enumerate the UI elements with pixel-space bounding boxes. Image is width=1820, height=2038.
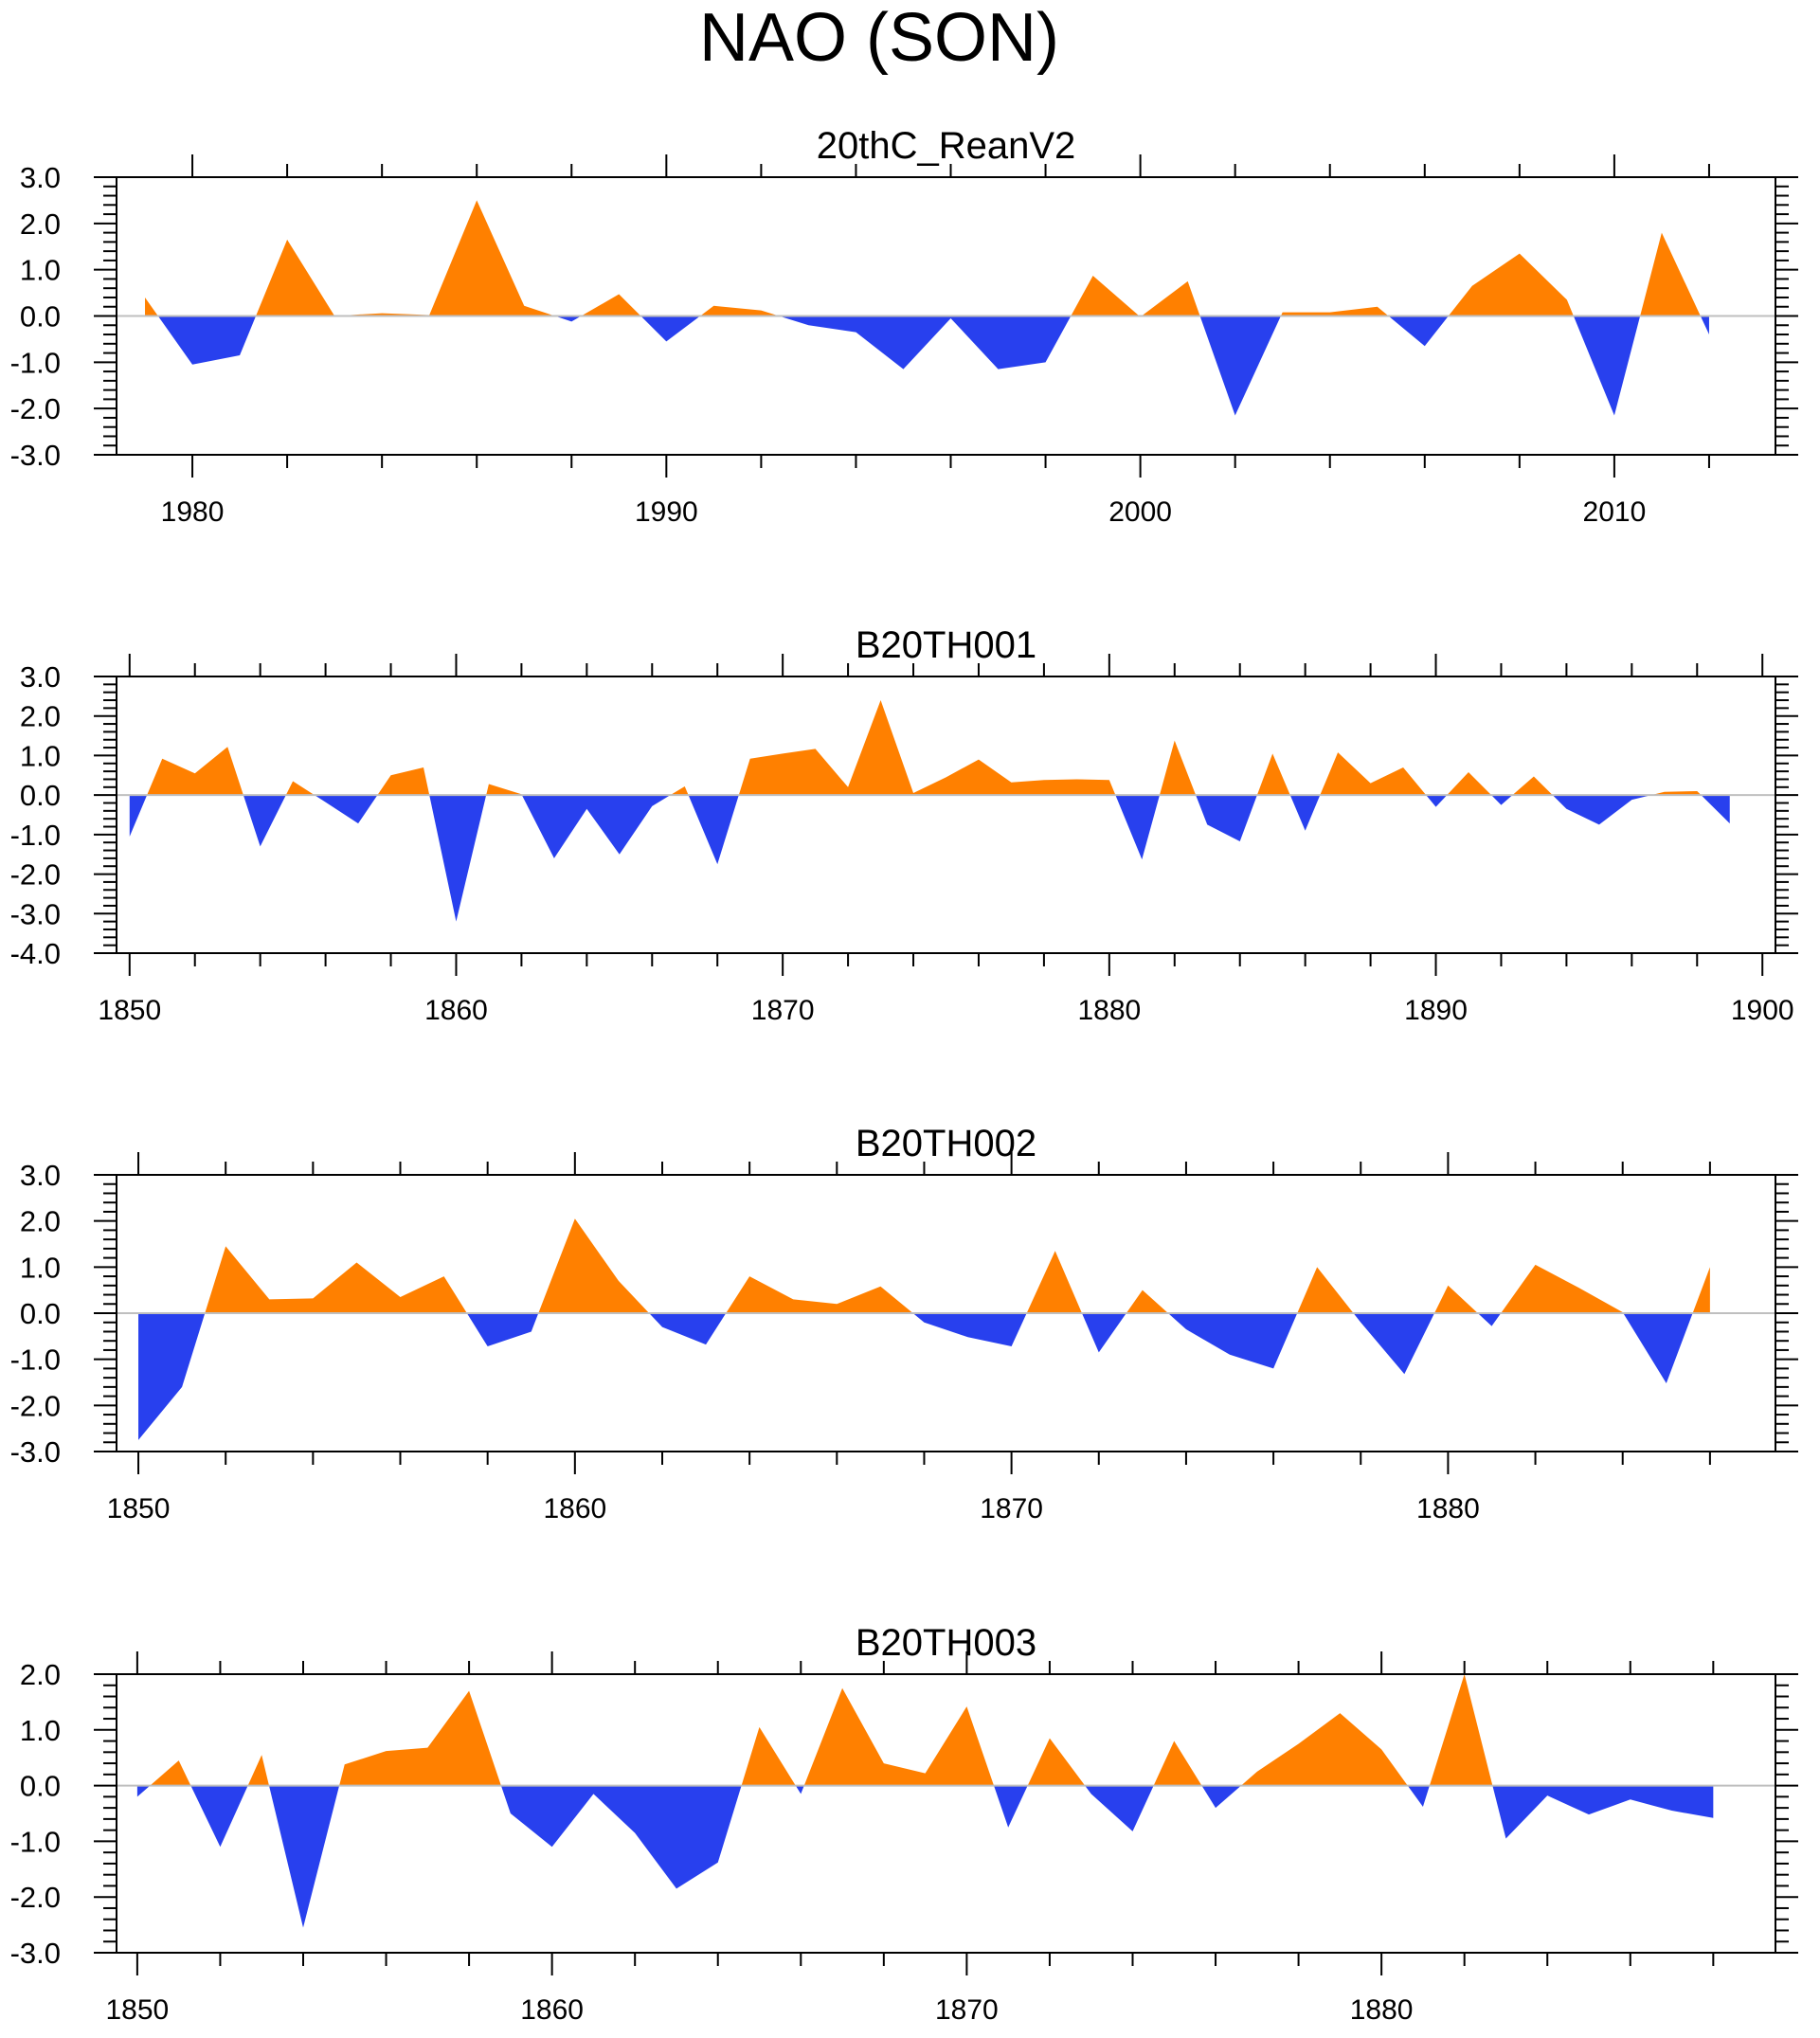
x-tick-label: 1870 — [751, 995, 815, 1026]
y-tick-label: 0.0 — [20, 1770, 61, 1803]
chart-panel-2: B20TH001 1850 1860 1870 1880 1890 1900 3.0 2.0 1.… — [10, 624, 1798, 1026]
negative-anomaly-area — [145, 316, 1709, 416]
y-tick-label: 3.0 — [20, 1159, 61, 1192]
x-tick-label: 1880 — [1077, 995, 1141, 1026]
y-tick-label: -1.0 — [10, 819, 61, 852]
y-tick-label: 0.0 — [20, 779, 61, 812]
y-tick-label: 1.0 — [20, 739, 61, 772]
x-tick-label: 1900 — [1731, 995, 1794, 1026]
x-tick-label: 1860 — [424, 995, 488, 1026]
y-tick-label: 0.0 — [20, 1297, 61, 1330]
y-tick-label: -3.0 — [10, 1435, 61, 1469]
x-tick-label: 1880 — [1350, 1994, 1414, 2026]
x-tick-label: 2010 — [1583, 496, 1647, 528]
y-tick-label: -3.0 — [10, 439, 61, 472]
panel-title: B20TH003 — [856, 1622, 1036, 1664]
y-tick-label: 2.0 — [20, 700, 61, 733]
y-tick-label: -1.0 — [10, 1344, 61, 1377]
x-tick-label: 1850 — [98, 995, 161, 1026]
panel-title: 20thC_ReanV2 — [817, 125, 1076, 167]
chart-panel-4: B20TH003 1850 1860 1870 1880 2.0 1.0 0.0 -1.0 -2.… — [10, 1622, 1798, 2026]
x-tick-label: 1860 — [520, 1994, 584, 2026]
y-tick-label: 2.0 — [20, 1205, 61, 1238]
y-tick-label: 1.0 — [20, 1714, 61, 1747]
x-tick-label: 2000 — [1108, 496, 1172, 528]
plot-frame — [116, 1673, 1776, 1954]
negative-anomaly-area — [129, 795, 1730, 922]
x-tick-label: 1850 — [107, 1493, 171, 1524]
y-tick-label: 1.0 — [20, 254, 61, 287]
positive-anomaly-area — [136, 1674, 1714, 1786]
x-tick-label: 1870 — [980, 1493, 1043, 1524]
panel-title: B20TH002 — [856, 1123, 1036, 1164]
x-tick-label: 1890 — [1404, 995, 1468, 1026]
y-tick-label: -3.0 — [10, 1937, 61, 1970]
x-tick-label: 1850 — [106, 1994, 170, 2026]
y-tick-label: -2.0 — [10, 1881, 61, 1914]
y-tick-label: -2.0 — [10, 1389, 61, 1422]
x-tick-label: 1870 — [935, 1994, 999, 2026]
chart-panel-1: 20thC_ReanV2 1980 1990 2000 2010 3.0 2.0 1.0 0.0… — [10, 125, 1798, 528]
y-tick-label: -4.0 — [10, 937, 61, 970]
y-tick-label: 3.0 — [20, 161, 61, 194]
y-tick-label: 2.0 — [20, 207, 61, 241]
y-tick-label: -1.0 — [10, 346, 61, 379]
y-tick-label: -1.0 — [10, 1825, 61, 1858]
plot-frame — [116, 676, 1776, 954]
chart-panel-3: B20TH002 1850 1860 1870 1880 3.0 2.0 1.0 0.0 -1.0… — [10, 1123, 1798, 1524]
figure-title: NAO (SON) — [698, 0, 1059, 76]
y-tick-label: -2.0 — [10, 858, 61, 892]
y-tick-label: -2.0 — [10, 392, 61, 425]
y-tick-label: 3.0 — [20, 660, 61, 694]
positive-anomaly-area — [129, 700, 1730, 796]
y-tick-label: -3.0 — [10, 897, 61, 930]
positive-anomaly-area — [145, 200, 1709, 316]
positive-anomaly-area — [138, 1218, 1710, 1313]
x-tick-label: 1990 — [635, 496, 698, 528]
negative-anomaly-area — [136, 1785, 1714, 1928]
panel-title: B20TH001 — [856, 624, 1036, 666]
y-tick-label: 2.0 — [20, 1658, 61, 1691]
x-tick-label: 1860 — [543, 1493, 606, 1524]
y-tick-label: 1.0 — [20, 1251, 61, 1284]
negative-anomaly-area — [138, 1313, 1710, 1440]
y-tick-label: 0.0 — [20, 300, 61, 334]
x-tick-label: 1880 — [1416, 1493, 1480, 1524]
x-tick-label: 1980 — [161, 496, 225, 528]
